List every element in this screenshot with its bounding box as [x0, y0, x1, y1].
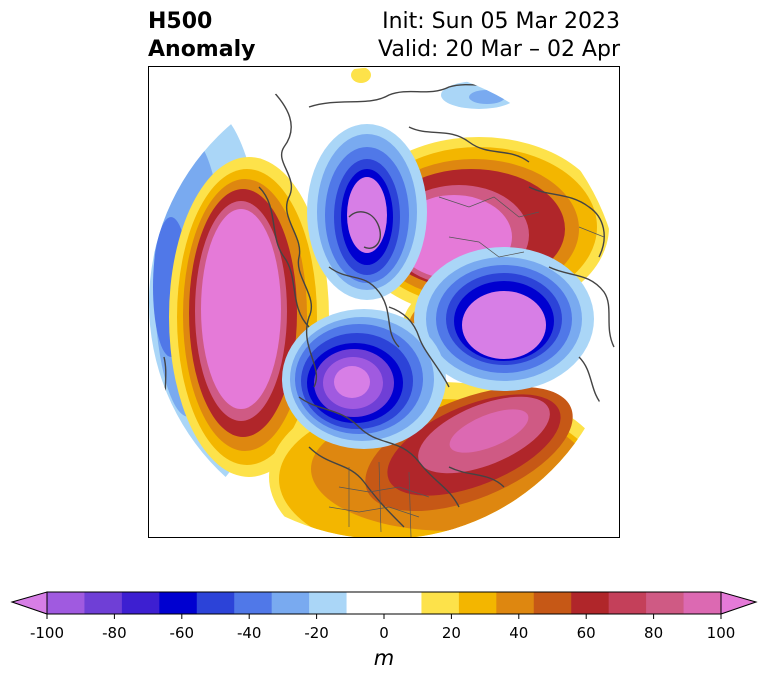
anomaly-map — [149, 67, 615, 537]
colorbar-segment — [384, 592, 422, 614]
colorbar-segment — [458, 592, 497, 614]
colorbar-segment — [47, 592, 85, 614]
colorbar-extend-min — [10, 591, 48, 615]
neg-anomaly-east — [414, 247, 594, 391]
colorbar-segment — [533, 592, 572, 614]
colorbar-segment — [159, 592, 198, 614]
colorbar-unit: m — [373, 646, 395, 670]
colorbar-segment — [571, 592, 610, 614]
neg-anomaly-central — [282, 309, 446, 449]
colorbar-segment — [496, 592, 535, 614]
colorbar — [10, 591, 758, 619]
colorbar-segment — [421, 592, 460, 614]
colorbar-tick-label: -40 — [236, 624, 262, 642]
colorbar-segment — [683, 592, 722, 614]
valid-range: Valid: 20 Mar – 02 Apr — [378, 37, 620, 62]
colorbar-segment — [346, 592, 385, 614]
title-left: H500 Anomaly — [148, 8, 255, 64]
colorbar-tick-label: -80 — [102, 624, 127, 642]
map-panel — [148, 66, 620, 538]
colorbar-tick-label: 20 — [441, 624, 461, 642]
pos-anomaly-west — [169, 157, 329, 477]
colorbar-extend-max — [720, 591, 758, 615]
colorbar-segment — [608, 592, 647, 614]
colorbar-segment — [646, 592, 685, 614]
colorbar-segment — [84, 592, 123, 614]
neg-anomaly-arctic-core — [469, 90, 505, 104]
colorbar-segment — [121, 592, 160, 614]
colorbar-segment — [234, 592, 273, 614]
colorbar-tick-label: 0 — [379, 624, 389, 642]
colorbar-tick-label: 100 — [706, 624, 736, 642]
colorbar-ticks — [46, 614, 722, 619]
title-variable: H500 — [148, 9, 213, 34]
colorbar-segment — [271, 592, 310, 614]
colorbar-tick-label: 80 — [644, 624, 664, 642]
init-date: Init: Sun 05 Mar 2023 — [382, 9, 620, 34]
colorbar-tick-label: 60 — [576, 624, 596, 642]
pos-anomaly-pole — [351, 67, 371, 83]
colorbar-segment — [196, 592, 235, 614]
neg-anomaly-north — [307, 124, 427, 300]
colorbar-segments — [47, 592, 722, 614]
colorbar-tick-label: -60 — [169, 624, 195, 642]
title-field: Anomaly — [148, 37, 256, 62]
colorbar-tick-label: -100 — [29, 624, 65, 642]
colorbar-tick-label: 40 — [509, 624, 529, 642]
colorbar-segment — [309, 592, 348, 614]
colorbar-tick-label: -20 — [304, 624, 329, 642]
title-right: Init: Sun 05 Mar 2023 Valid: 20 Mar – 02… — [378, 8, 620, 64]
